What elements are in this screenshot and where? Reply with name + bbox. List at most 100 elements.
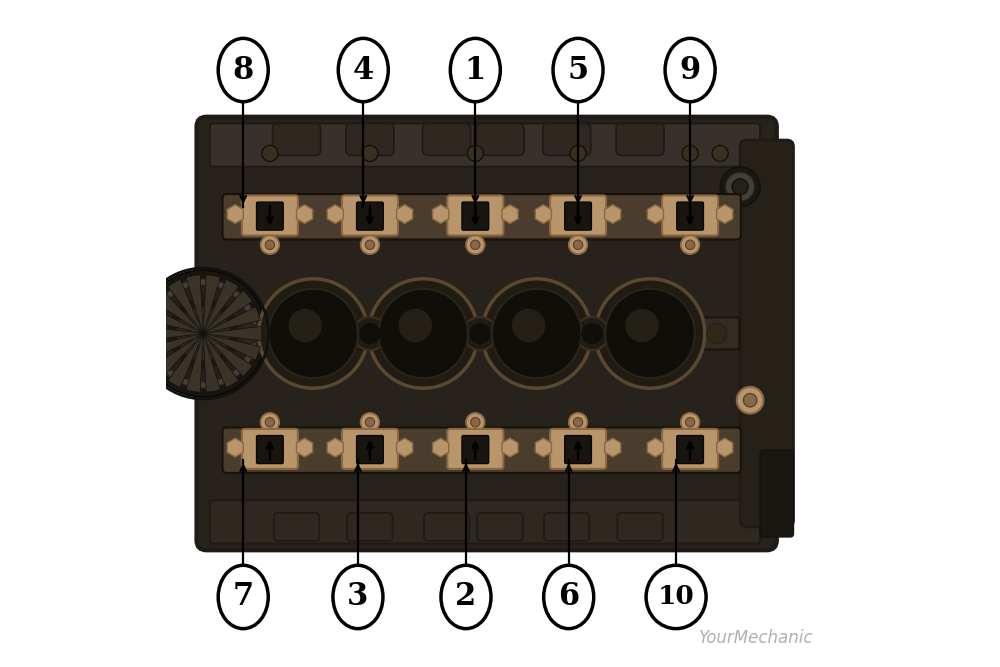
Wedge shape (186, 275, 203, 334)
Wedge shape (203, 307, 260, 334)
Ellipse shape (218, 38, 268, 101)
Circle shape (605, 289, 695, 378)
Circle shape (569, 235, 587, 254)
Text: 1: 1 (465, 55, 486, 85)
FancyBboxPatch shape (447, 429, 503, 469)
Circle shape (471, 418, 480, 427)
Circle shape (166, 297, 240, 370)
Circle shape (471, 240, 480, 249)
Circle shape (379, 289, 468, 378)
FancyBboxPatch shape (565, 436, 591, 464)
FancyBboxPatch shape (477, 513, 523, 541)
Circle shape (595, 279, 705, 388)
Circle shape (191, 321, 215, 346)
Wedge shape (168, 279, 203, 334)
Circle shape (177, 307, 230, 360)
Text: 8: 8 (233, 55, 254, 85)
FancyBboxPatch shape (550, 195, 606, 235)
Wedge shape (203, 279, 239, 334)
Circle shape (575, 317, 609, 350)
Circle shape (725, 172, 755, 201)
Circle shape (512, 309, 545, 342)
Circle shape (466, 235, 485, 254)
Ellipse shape (544, 566, 594, 628)
Circle shape (720, 167, 760, 207)
Wedge shape (154, 291, 203, 334)
Circle shape (743, 394, 757, 407)
FancyBboxPatch shape (257, 202, 283, 230)
FancyBboxPatch shape (346, 123, 394, 155)
FancyBboxPatch shape (662, 429, 718, 469)
Circle shape (573, 240, 583, 249)
FancyBboxPatch shape (760, 450, 793, 537)
Circle shape (362, 145, 378, 161)
Circle shape (569, 413, 587, 432)
FancyBboxPatch shape (740, 140, 793, 527)
Circle shape (140, 270, 267, 397)
Circle shape (466, 413, 485, 432)
Circle shape (259, 279, 368, 388)
Text: 3: 3 (347, 582, 369, 612)
Circle shape (369, 279, 478, 388)
Circle shape (681, 413, 699, 432)
Circle shape (353, 317, 387, 350)
Circle shape (361, 235, 379, 254)
FancyBboxPatch shape (462, 202, 489, 230)
FancyBboxPatch shape (342, 195, 398, 235)
Ellipse shape (646, 566, 706, 628)
Ellipse shape (441, 566, 491, 628)
Wedge shape (168, 334, 203, 388)
FancyBboxPatch shape (242, 195, 298, 235)
FancyBboxPatch shape (543, 123, 591, 155)
FancyBboxPatch shape (617, 513, 663, 541)
FancyBboxPatch shape (616, 123, 664, 155)
Circle shape (359, 323, 381, 344)
FancyBboxPatch shape (242, 429, 298, 469)
Wedge shape (146, 307, 203, 334)
FancyBboxPatch shape (210, 123, 760, 167)
Circle shape (467, 145, 483, 161)
Circle shape (737, 387, 763, 414)
Wedge shape (203, 334, 252, 376)
Text: 5: 5 (567, 55, 589, 85)
Ellipse shape (553, 38, 603, 101)
FancyBboxPatch shape (223, 428, 741, 473)
Ellipse shape (665, 38, 715, 101)
Circle shape (681, 235, 699, 254)
FancyBboxPatch shape (210, 500, 760, 544)
FancyBboxPatch shape (423, 123, 471, 155)
Ellipse shape (333, 566, 383, 628)
FancyBboxPatch shape (662, 195, 718, 235)
Wedge shape (154, 334, 203, 376)
FancyBboxPatch shape (462, 436, 489, 464)
Circle shape (581, 323, 603, 344)
Circle shape (685, 240, 695, 249)
Circle shape (289, 309, 322, 342)
Wedge shape (186, 334, 203, 392)
FancyBboxPatch shape (347, 513, 393, 541)
Text: 9: 9 (680, 55, 701, 85)
FancyBboxPatch shape (447, 195, 503, 235)
Circle shape (262, 145, 278, 161)
Circle shape (361, 413, 379, 432)
Circle shape (625, 309, 659, 342)
FancyBboxPatch shape (357, 436, 383, 464)
FancyBboxPatch shape (197, 117, 777, 550)
Circle shape (707, 323, 727, 344)
Circle shape (682, 145, 698, 161)
Circle shape (482, 279, 591, 388)
FancyBboxPatch shape (342, 429, 398, 469)
Wedge shape (203, 326, 262, 341)
Circle shape (261, 235, 279, 254)
Circle shape (265, 418, 275, 427)
Circle shape (365, 418, 375, 427)
FancyBboxPatch shape (565, 202, 591, 230)
Wedge shape (203, 275, 220, 334)
Text: 4: 4 (353, 55, 374, 85)
Wedge shape (203, 334, 239, 388)
Wedge shape (146, 334, 203, 360)
Circle shape (148, 279, 258, 388)
Circle shape (492, 289, 581, 378)
FancyBboxPatch shape (357, 202, 383, 230)
FancyBboxPatch shape (257, 436, 283, 464)
